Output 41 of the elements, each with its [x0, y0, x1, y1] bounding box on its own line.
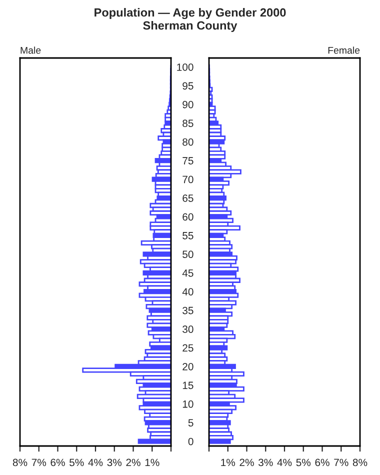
y-tick-label: 5 [188, 419, 194, 427]
x-tick-label: 3% [107, 458, 122, 466]
chart-subtitle: Sherman County [143, 21, 238, 32]
x-tick-label: 1% [145, 458, 160, 466]
y-tick-label: 65 [182, 194, 194, 202]
y-tick-label: 85 [182, 120, 194, 128]
y-tick-label: 30 [182, 326, 194, 333]
y-tick-label: 45 [182, 270, 194, 277]
y-tick-label: 15 [182, 382, 194, 390]
y-tick-label: 35 [182, 306, 194, 314]
x-tick-label: 8% [352, 458, 368, 466]
x-tick-label: 4% [277, 458, 292, 466]
x-tick-label: 7% [32, 458, 46, 466]
y-tick-label: 0 [188, 438, 194, 446]
text: Female [328, 46, 360, 54]
y-tick-label: 25 [182, 344, 194, 352]
y-tick-label: 10 [182, 400, 194, 408]
y-tick-label: 40 [182, 288, 194, 296]
y-tick-label: 75 [182, 157, 194, 164]
x-tick-label: 1% [221, 458, 236, 466]
x-tick-label: 7% [334, 458, 348, 466]
y-tick-label: 100 [177, 63, 194, 71]
x-tick-label: 3% [258, 458, 273, 466]
y-tick-label: 50 [182, 250, 194, 258]
y-tick-label: 80 [182, 138, 194, 146]
y-tick-label: 70 [182, 176, 194, 184]
x-tick-label: 6% [50, 458, 65, 466]
y-tick-label: 55 [182, 232, 194, 240]
x-tick-label: 2% [240, 458, 254, 466]
x-tick-label: 6% [315, 458, 330, 466]
y-tick-label: 20 [182, 362, 194, 370]
chart-title: Population — Age by Gender 2000 [94, 8, 286, 20]
x-tick-label: 8% [12, 458, 28, 466]
x-tick-label: 5% [296, 458, 311, 466]
y-tick-label: 60 [182, 213, 194, 221]
x-tick-label: 5% [70, 458, 84, 466]
y-tick-label: 95 [182, 82, 194, 90]
x-tick-label: 4% [88, 458, 103, 466]
x-tick-label: 2% [126, 458, 140, 466]
y-tick-label: 90 [182, 100, 194, 108]
text: Male [20, 46, 41, 54]
